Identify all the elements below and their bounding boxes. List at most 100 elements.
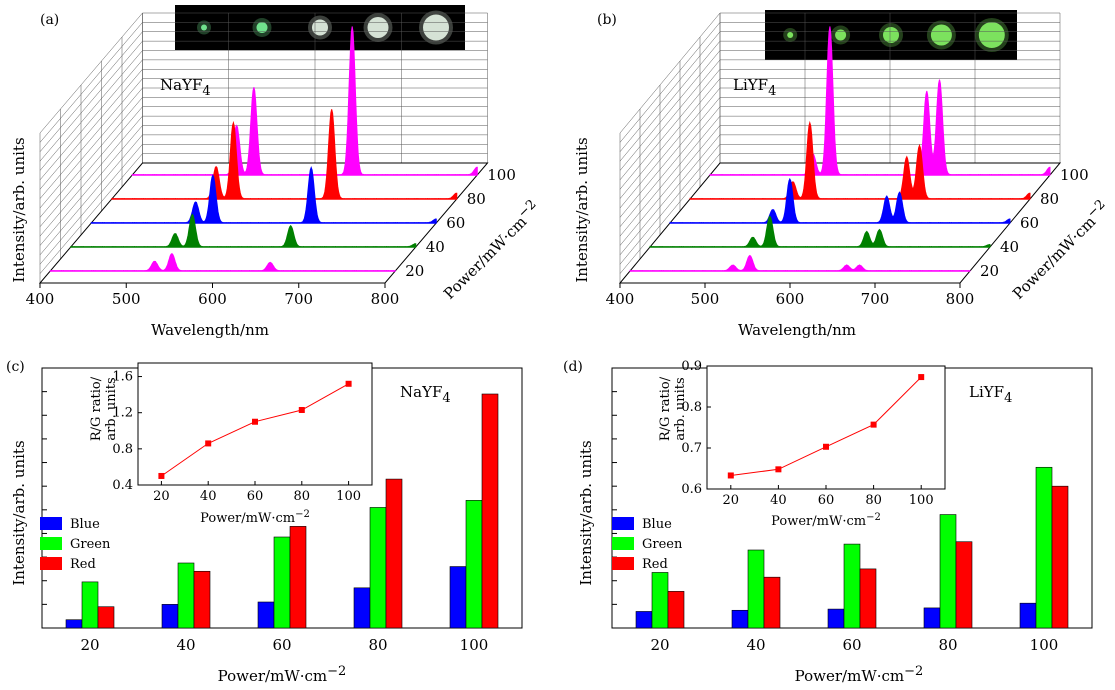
inset-y-tick-label-0: 0.4 — [112, 478, 133, 493]
y-axis-label-d: Intensity/arb. units — [577, 440, 595, 585]
side-wall-grid — [39, 12, 143, 284]
material-label-a: NaYF4 — [160, 76, 211, 99]
inset-point-40 — [205, 440, 212, 447]
x-tick-label-40: 40 — [176, 636, 195, 654]
inset-y-label-c-2: arb. units — [104, 377, 119, 440]
spectrum-60 — [669, 177, 1011, 224]
bar-blue-40 — [731, 609, 749, 629]
x-tick-label-800: 800 — [946, 290, 975, 308]
power-tick-label-20: 20 — [405, 262, 424, 280]
bar-red-40 — [193, 570, 211, 629]
legend-swatch-red — [612, 557, 634, 570]
x-axis-label-b: Wavelength/nm — [738, 321, 856, 339]
legend-label-green: Green — [70, 537, 111, 552]
spectrum-60 — [90, 166, 437, 224]
bar-green-80 — [939, 514, 957, 629]
y-axis-label-b: Intensity/arb. units — [573, 137, 591, 282]
bar-red-40 — [763, 576, 781, 629]
inset-photos-a — [175, 5, 465, 50]
bar-red-100 — [481, 393, 499, 629]
y-axis-label-c: Intensity/arb. units — [10, 440, 28, 585]
panel-label-b: (b) — [597, 12, 617, 28]
bar-green-100 — [1035, 466, 1053, 629]
material-label-d: LiYF4 — [969, 383, 1012, 406]
inset-point-100 — [345, 380, 352, 387]
x-tick-label-80: 80 — [368, 636, 387, 654]
legend-label-red: Red — [70, 557, 96, 572]
inset-y-tick-label-2: 1.2 — [112, 406, 133, 421]
inset-y-tick-label-0: 0.6 — [681, 482, 702, 497]
bar-green-100 — [465, 500, 483, 629]
inset-y-tick-label-2: 0.8 — [681, 400, 702, 415]
power-tick-label-80: 80 — [467, 190, 486, 208]
photo-spot-3 — [883, 27, 899, 43]
panel-label-c: (c) — [6, 359, 25, 375]
inset-x-tick-label-20: 20 — [153, 489, 170, 504]
bar-blue-20 — [65, 619, 83, 629]
bar-blue-100 — [1019, 602, 1037, 629]
legend-label-blue: Blue — [642, 517, 672, 532]
photo-spot-1 — [201, 24, 207, 31]
back-wall-grid — [719, 12, 1061, 164]
inset-y-label-d-2: arb. units — [673, 377, 688, 440]
inset-c: 20 40 60 80 100 0.4 0.8 1.2 1.6 — [112, 362, 373, 504]
inset-y-label-d-1: R/G ratio/ — [658, 376, 673, 441]
x-tick-label-60: 60 — [842, 636, 861, 654]
inset-y-tick-label-1: 0.8 — [112, 442, 133, 457]
inset-point-100 — [918, 374, 925, 381]
spectrum-80 — [111, 109, 458, 200]
inset-y-tick-label-3: 0.9 — [681, 359, 702, 374]
spectrum-80 — [689, 120, 1031, 200]
inset-d: 20 40 60 80 100 0.6 0.7 0.8 0.9 — [681, 359, 946, 508]
panel-label-a: (a) — [40, 12, 59, 28]
bar-panel-c: (c) 20 40 60 80 100 Blue Green Red NaYF4 Intens… — [6, 359, 523, 685]
photo-spot-2 — [256, 22, 268, 33]
x-tick-label-500: 500 — [112, 290, 141, 308]
x-axis-label-c: Power/mW·cm−2 — [218, 664, 347, 685]
x-tick-label-100: 100 — [460, 636, 489, 654]
legend-swatch-green — [612, 537, 634, 550]
spectrum-40 — [70, 213, 417, 248]
legend-swatch-blue — [612, 517, 634, 530]
inset-x-tick-label-20: 20 — [723, 493, 740, 508]
inset-x-tick-label-40: 40 — [200, 489, 217, 504]
bar-green-40 — [177, 562, 195, 629]
x-tick-label-20: 20 — [650, 636, 669, 654]
x-tick-label-600: 600 — [776, 290, 805, 308]
power-tick-label-60: 60 — [1020, 214, 1039, 232]
legend-label-blue: Blue — [70, 517, 100, 532]
legend-label-green: Green — [642, 537, 683, 552]
side-wall-grid — [619, 12, 721, 284]
x-tick-label-100: 100 — [1030, 636, 1059, 654]
inset-x-tick-label-100: 100 — [909, 493, 934, 508]
bar-red-80 — [955, 541, 973, 629]
bar-plot-c: 20 40 60 80 100 Blue Green Red — [40, 367, 523, 654]
inset-y-tick-label-1: 0.7 — [681, 441, 702, 456]
inset-point-80 — [298, 406, 305, 413]
panel-label-d: (d) — [563, 359, 583, 375]
bar-blue-40 — [161, 604, 179, 629]
spectrum-40 — [649, 215, 991, 248]
inset-y-tick-label-3: 1.6 — [112, 370, 133, 385]
bar-green-20 — [651, 572, 669, 629]
inset-x-tick-label-60: 60 — [818, 493, 835, 508]
inset-x-tick-label-80: 80 — [865, 493, 882, 508]
spectrum-20 — [629, 254, 971, 272]
inset-point-40 — [775, 466, 782, 473]
x-tick-label-60: 60 — [272, 636, 291, 654]
inset-frame — [706, 365, 946, 490]
photo-spot-2 — [835, 29, 847, 41]
inset-point-60 — [252, 418, 258, 425]
x-tick-label-800: 800 — [371, 290, 400, 308]
inset-point-20 — [158, 472, 165, 479]
power-tick-label-80: 80 — [1040, 190, 1059, 208]
material-label-c: NaYF4 — [400, 383, 451, 406]
power-tick-label-20: 20 — [980, 262, 999, 280]
power-tick-label-100: 100 — [1060, 166, 1089, 184]
bar-red-80 — [385, 478, 403, 629]
bar-green-20 — [81, 581, 99, 629]
inset-photos-b — [765, 10, 1017, 60]
inset-x-tick-label-80: 80 — [294, 489, 311, 504]
